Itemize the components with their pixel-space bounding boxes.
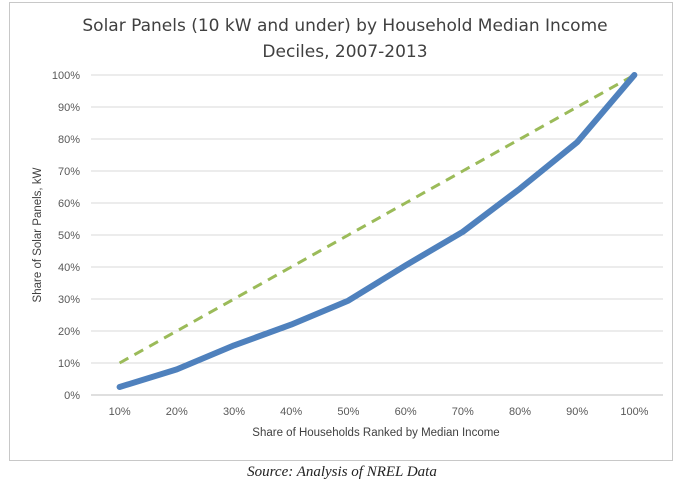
y-tick-label: 60% <box>58 198 80 210</box>
x-tick-label: 20% <box>166 406 188 418</box>
x-tick-label: 100% <box>620 406 648 418</box>
y-tick-label: 10% <box>58 358 80 370</box>
y-tick-label: 90% <box>58 102 80 114</box>
x-tick-label: 40% <box>280 406 302 418</box>
chart-title-line-1: Solar Panels (10 kW and under) by Househ… <box>82 16 607 36</box>
series-group <box>116 72 638 390</box>
x-tick-label: 80% <box>509 406 531 418</box>
y-tick-label: 0% <box>64 390 80 402</box>
y-tick-label: 100% <box>52 70 80 82</box>
y-tick-label: 20% <box>58 326 80 338</box>
x-tick-label: 30% <box>223 406 245 418</box>
x-tick-label: 10% <box>109 406 131 418</box>
equality-dashed-line <box>118 73 636 365</box>
y-tick-label: 70% <box>58 166 80 178</box>
y-axis-ticks: 0% 10% 20% 30% 40% 50% 60% 70% 80% 90% 100% <box>52 70 80 402</box>
y-tick-label: 80% <box>58 134 80 146</box>
x-tick-label: 50% <box>337 406 359 418</box>
x-tick-label: 70% <box>452 406 474 418</box>
solar-share-line <box>116 72 638 390</box>
gridlines <box>91 74 663 396</box>
chart-title: Solar Panels (10 kW and under) by Househ… <box>82 16 607 62</box>
x-axis-label: Share of Households Ranked by Median Inc… <box>252 427 499 439</box>
y-axis-label: Share of Solar Panels, kW <box>32 167 44 302</box>
x-tick-label: 90% <box>566 406 588 418</box>
y-tick-label: 30% <box>58 294 80 306</box>
x-tick-label: 60% <box>395 406 417 418</box>
source-caption: Source: Analysis of NREL Data <box>247 464 437 480</box>
y-tick-label: 50% <box>58 230 80 242</box>
chart: Solar Panels (10 kW and under) by Househ… <box>32 16 663 439</box>
y-tick-label: 40% <box>58 262 80 274</box>
chart-title-line-2: Deciles, 2007-2013 <box>262 42 427 62</box>
x-axis-ticks: 10% 20% 30% 40% 50% 60% 70% 80% 90% 100% <box>109 406 649 418</box>
